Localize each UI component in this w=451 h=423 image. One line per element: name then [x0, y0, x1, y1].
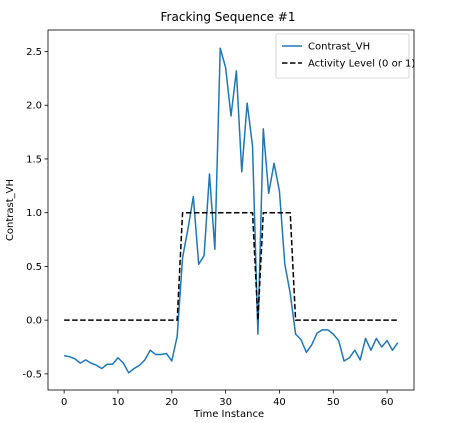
x-tick-label: 60	[381, 397, 394, 408]
y-axis-label: Contrast_VH	[5, 179, 16, 241]
x-tick-label: 20	[165, 397, 178, 408]
x-tick-label: 30	[219, 397, 232, 408]
axes: 0 10 20 30 40 50 60 -0.5 0.0 0.5 1.0 1.5 2.0 2.5	[22, 29, 415, 408]
chart-title: Fracking Sequence #1	[161, 10, 296, 24]
legend-entry: Contrast_VH	[308, 42, 370, 53]
y-tick-label: 2.0	[26, 101, 42, 112]
x-tick-label: 40	[273, 397, 286, 408]
axes-frame	[47, 29, 415, 391]
y-tick-label: -0.5	[22, 369, 42, 380]
series-group	[64, 47, 399, 374]
x-tick-label: 10	[112, 397, 125, 408]
legend-box	[275, 33, 410, 79]
legend-entry: Activity Level (0 or 1)	[308, 59, 415, 70]
x-tick-label: 0	[61, 397, 67, 408]
legend: Contrast_VH Activity Level (0 or 1)	[275, 33, 415, 79]
y-tick-label: 0.5	[26, 262, 42, 273]
series-line-contrast-vh	[64, 47, 399, 374]
plot-area	[64, 47, 399, 374]
y-tick-label: 1.5	[26, 154, 42, 165]
x-tick-label: 50	[327, 397, 340, 408]
y-tick-label: 2.5	[26, 47, 42, 58]
y-tick-label: 1.0	[26, 208, 42, 219]
series-line-activity-level	[64, 211, 398, 321]
y-tick-label: 0.0	[26, 316, 42, 327]
x-axis-label: Time Instance	[193, 409, 264, 420]
